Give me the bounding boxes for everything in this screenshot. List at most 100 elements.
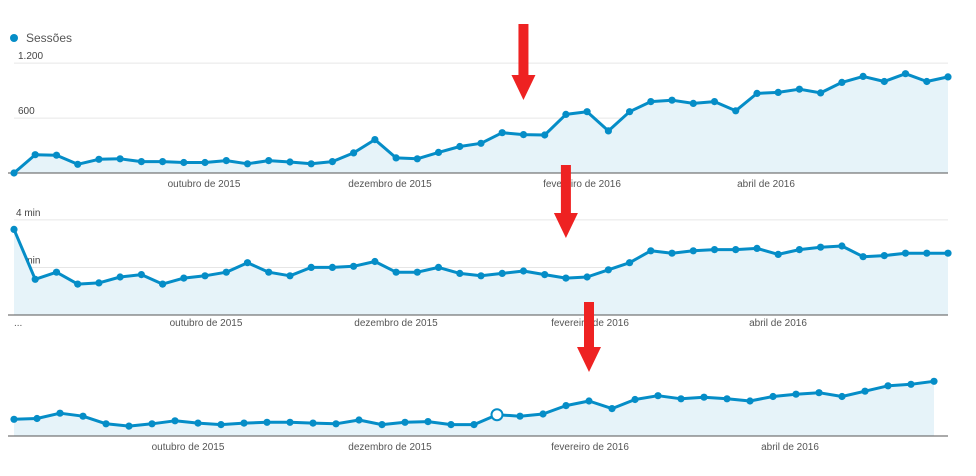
data-point: [710, 98, 719, 106]
data-point: [392, 154, 400, 162]
data-point: [371, 257, 379, 266]
data-point: [456, 269, 464, 277]
data-point: [171, 417, 179, 425]
arrow-shaft: [560, 165, 571, 214]
data-point: [378, 421, 386, 429]
data-point: [626, 259, 634, 267]
data-point: [33, 414, 41, 423]
chart-panel-1: 1.200 600 outubro de 2015 dezembro de 2015 f…: [8, 24, 952, 190]
data-point: [689, 247, 697, 255]
data-point: [774, 250, 782, 258]
data-point: [583, 108, 591, 116]
data-point: [116, 273, 124, 281]
area-fill: [14, 73, 948, 173]
area-fill: [14, 381, 934, 436]
data-point: [838, 242, 846, 250]
data-point: [647, 247, 655, 255]
arrow-head: [511, 75, 536, 100]
data-point: [923, 77, 931, 86]
data-point: [148, 420, 156, 428]
data-point: [194, 419, 202, 427]
data-point: [392, 268, 400, 276]
data-point: [668, 249, 676, 257]
data-point: [583, 273, 591, 281]
data-point: [562, 274, 570, 282]
x-tick-label: abril de 2016: [749, 318, 807, 329]
data-point: [541, 271, 549, 279]
x-tick-label: outubro de 2015: [152, 442, 225, 453]
data-point: [498, 269, 506, 277]
data-point: [817, 243, 825, 251]
data-point: [52, 151, 61, 159]
data-point: [424, 418, 432, 426]
legend-swatch: [10, 34, 18, 42]
data-point: [74, 280, 82, 288]
data-point: [286, 418, 294, 426]
data-point: [539, 410, 547, 418]
arrow-head: [577, 347, 601, 372]
arrow-shaft: [584, 302, 594, 348]
data-point: [631, 395, 639, 404]
highlight-marker: [490, 408, 504, 422]
chart-legend[interactable]: Sessões: [10, 31, 72, 45]
data-point: [689, 99, 697, 107]
data-point: [31, 275, 39, 283]
data-point: [401, 418, 409, 426]
data-point: [332, 420, 340, 428]
data-point: [10, 415, 18, 423]
data-point: [350, 262, 358, 270]
data-point: [243, 160, 252, 168]
data-point: [10, 225, 18, 233]
data-point: [723, 395, 731, 403]
data-point: [217, 421, 225, 429]
data-point: [240, 419, 248, 427]
data-point: [519, 267, 528, 275]
data-point: [923, 249, 931, 257]
data-point: [328, 263, 336, 271]
data-point: [125, 422, 133, 430]
x-tick-label: dezembro de 2015: [354, 318, 438, 329]
data-point: [774, 88, 782, 96]
data-point: [795, 246, 804, 254]
data-point: [944, 73, 952, 81]
data-point: [815, 389, 823, 397]
data-point: [884, 382, 892, 390]
data-point: [901, 249, 910, 257]
data-point: [434, 263, 443, 271]
x-tick-label: abril de 2016: [761, 442, 819, 453]
data-point: [328, 158, 336, 166]
data-point: [201, 272, 209, 280]
data-point: [350, 149, 358, 157]
data-point: [10, 169, 18, 177]
x-tick-label: abril de 2016: [737, 179, 795, 190]
data-point: [159, 158, 167, 166]
data-point: [263, 418, 271, 426]
data-point: [116, 155, 124, 163]
chart-panel-3: outubro de 2015 dezembro de 2015 fevereiro…: [8, 302, 948, 453]
data-point: [102, 420, 110, 428]
data-point: [746, 397, 754, 405]
data-point: [519, 131, 528, 139]
data-point: [286, 272, 294, 280]
data-point: [700, 393, 708, 401]
y-tick-label: 1.200: [18, 51, 43, 62]
legend-label: Sessões: [26, 31, 72, 45]
arrow-head: [553, 213, 578, 238]
data-point: [769, 392, 777, 401]
data-point: [413, 268, 421, 276]
data-point: [626, 108, 634, 116]
data-point: [477, 272, 485, 280]
data-point: [137, 158, 145, 166]
data-point: [222, 157, 230, 165]
data-point: [604, 127, 613, 135]
data-point: [753, 244, 761, 252]
data-point: [732, 246, 740, 254]
data-point: [498, 129, 506, 137]
data-point: [265, 268, 273, 276]
data-point: [732, 107, 740, 115]
data-point: [456, 142, 464, 151]
data-point: [753, 89, 761, 97]
x-tick-label: dezembro de 2015: [348, 442, 432, 453]
data-point: [880, 252, 888, 260]
